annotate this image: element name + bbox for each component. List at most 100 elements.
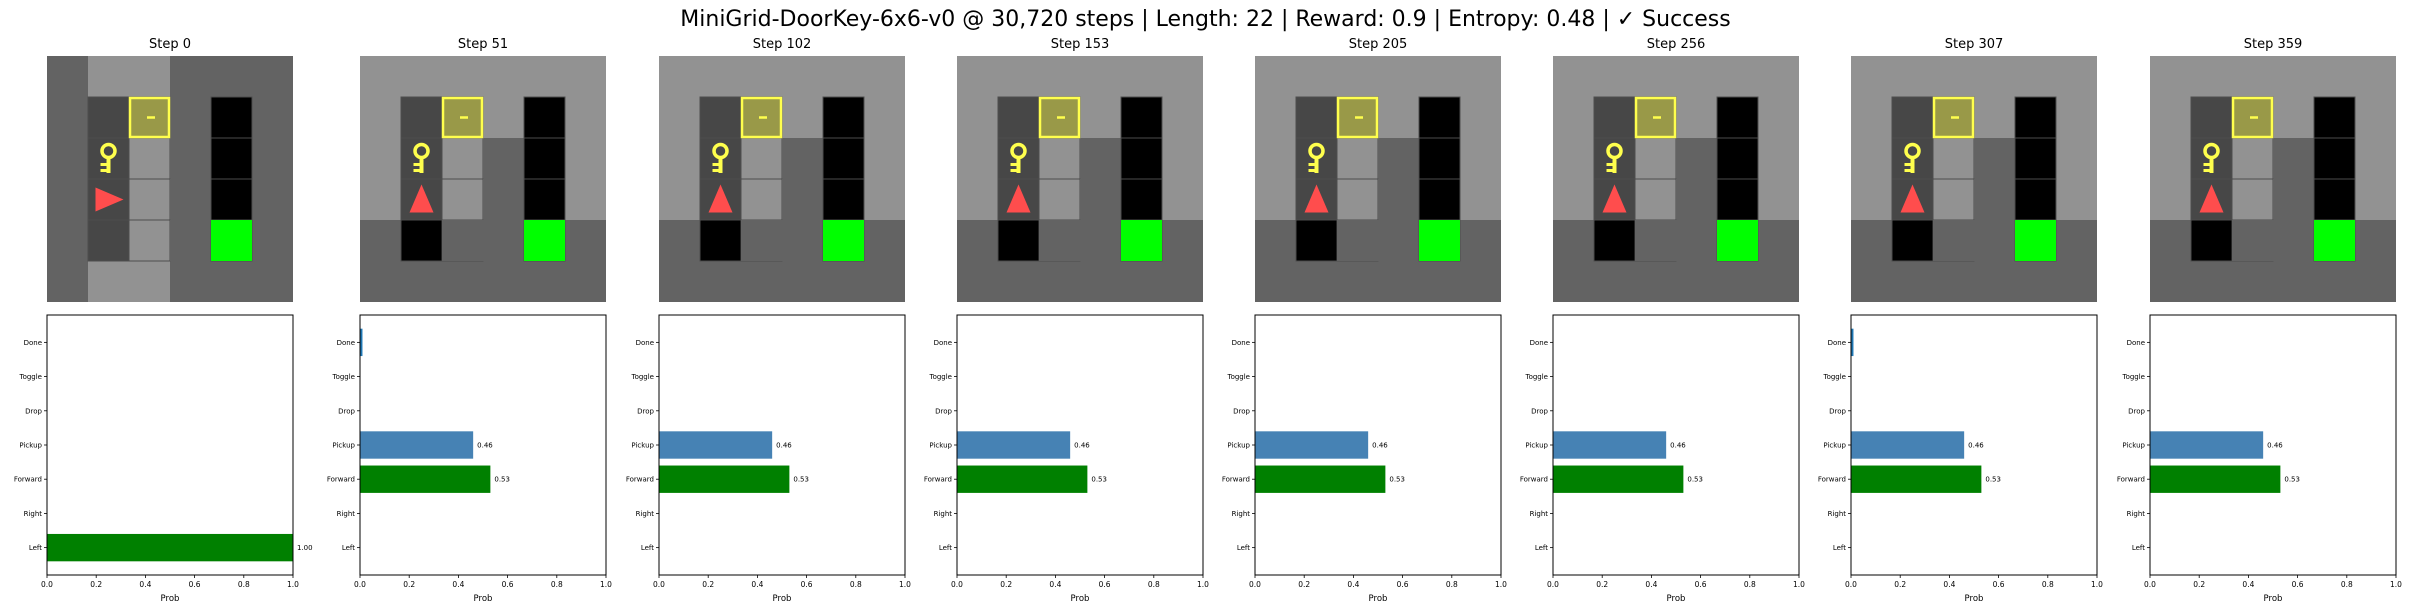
action-tick-label: Drop [2128, 407, 2145, 415]
prob-bar [1851, 431, 1965, 459]
goal-tile [2314, 220, 2355, 261]
wall-tile [483, 220, 524, 261]
x-tick-label: 0.4 [1943, 580, 1955, 589]
prob-bar [47, 533, 293, 562]
bar-value-label: 0.46 [1670, 442, 1686, 450]
wall-tile [1974, 138, 2015, 179]
action-tick-label: Forward [626, 476, 654, 484]
floor-tile [523, 137, 566, 180]
floor-tile [699, 96, 742, 139]
step-title: Step 0 [148, 37, 191, 52]
wall-tile [170, 220, 211, 261]
x-tick-label: 0.2 [1298, 580, 1310, 589]
action-prob-chart: Left Right Forward Pickup Drop Toggle Done 0.53… [626, 314, 911, 604]
goal-tile [1717, 220, 1758, 261]
x-axis-label: Prob [1667, 594, 1686, 604]
x-tick-label: 0.0 [2144, 580, 2156, 589]
action-tick-label: Right [1530, 510, 1549, 518]
action-prob-chart: Left Right Forward Pickup Drop Toggle Done 0.53… [1520, 314, 1805, 604]
action-prob-chart: Left Right Forward Pickup Drop Toggle Done 0.53… [1818, 314, 2103, 604]
floor-tile [1593, 219, 1636, 262]
floor-tile [210, 178, 253, 221]
wall-tile [1676, 138, 1717, 179]
action-tick-label: Done [337, 339, 355, 347]
floor-tile [1418, 137, 1461, 180]
action-tick-label: Toggle [1226, 373, 1250, 381]
bar-value-label: 0.53 [1091, 476, 1107, 484]
floor-tile [128, 178, 171, 221]
axes-frame [2149, 314, 2397, 576]
grid-render [47, 56, 293, 302]
locked-door [1336, 96, 1379, 139]
action-tick-label: Right [934, 510, 953, 518]
action-tick-label: Done [1828, 339, 1846, 347]
bar-value-label: 0.53 [1389, 476, 1405, 484]
x-axis-label: Prob [1965, 594, 1984, 604]
bar-value-label: 0.53 [1985, 476, 2001, 484]
action-tick-label: Forward [1818, 476, 1846, 484]
floor-tile [1634, 137, 1677, 180]
x-tick-label: 0.6 [801, 580, 813, 589]
action-tick-label: Left [641, 544, 654, 552]
action-tick-label: Done [1232, 339, 1250, 347]
floor-tile [1295, 96, 1338, 139]
action-tick-label: Left [2132, 544, 2145, 552]
x-tick-label: 0.2 [2193, 580, 2205, 589]
floor-tile [1716, 137, 1759, 180]
prob-bar [659, 431, 773, 459]
x-tick-label: 1.0 [1793, 580, 1805, 589]
floor-tile [740, 178, 783, 221]
action-tick-label: Drop [25, 407, 42, 415]
x-tick-label: 0.4 [1347, 580, 1359, 589]
wall-tile [2273, 138, 2314, 179]
bar-value-label: 0.53 [494, 476, 510, 484]
bar-value-label: 1.00 [297, 544, 313, 552]
floor-tile [400, 219, 443, 262]
x-tick-label: 0.0 [1845, 580, 1857, 589]
floor-tile [1336, 137, 1379, 180]
floor-tile [822, 96, 865, 139]
key-icon [2203, 142, 2220, 173]
floor-tile [2232, 220, 2273, 261]
step-title: Step 359 [2243, 37, 2303, 52]
action-tick-label: Right [1232, 510, 1251, 518]
x-tick-label: 0.2 [90, 580, 102, 589]
bar-value-label: 0.46 [1372, 442, 1388, 450]
action-prob-chart: LeftRightForwardPickupDropToggleDone1.00… [14, 314, 313, 604]
action-prob-chart: Left Right Forward Pickup Drop Toggle Done 0.53… [1222, 314, 1507, 604]
prob-bar [1255, 431, 1369, 459]
x-tick-label: 0.8 [2341, 580, 2353, 589]
action-tick-label: Toggle [928, 373, 952, 381]
x-tick-label: 0.8 [1148, 580, 1160, 589]
floor-tile [1933, 220, 1974, 261]
floor-tile [441, 178, 484, 221]
agent-icon [1900, 184, 1925, 213]
x-tick-label: 0.0 [354, 580, 366, 589]
floor-tile [1716, 96, 1759, 139]
floor-tile [740, 137, 783, 180]
agent-icon [1304, 184, 1329, 213]
action-tick-label: Done [934, 339, 952, 347]
floor-tile [1038, 178, 1081, 221]
action-tick-label: Drop [935, 407, 952, 415]
x-tick-label: 0.2 [702, 580, 714, 589]
action-tick-label: Toggle [331, 373, 355, 381]
x-tick-label: 0.8 [551, 580, 563, 589]
prob-bar [957, 465, 1088, 493]
wall-tile [170, 138, 211, 179]
wall-tile [1378, 138, 1419, 179]
action-tick-label: Done [1530, 339, 1548, 347]
key-icon [712, 142, 729, 173]
action-tick-label: Pickup [1525, 442, 1548, 450]
axes-frame [359, 314, 607, 576]
floor-tile [2313, 137, 2356, 180]
x-tick-label: 1.0 [287, 580, 299, 589]
action-tick-label: Done [2127, 339, 2145, 347]
wall-tile [782, 138, 823, 179]
floor-tile [2014, 96, 2057, 139]
x-tick-label: 0.4 [1645, 580, 1657, 589]
locked-door [128, 96, 171, 139]
locked-door [2231, 96, 2274, 139]
wall-tile [2273, 179, 2314, 220]
prob-bar [659, 465, 790, 493]
